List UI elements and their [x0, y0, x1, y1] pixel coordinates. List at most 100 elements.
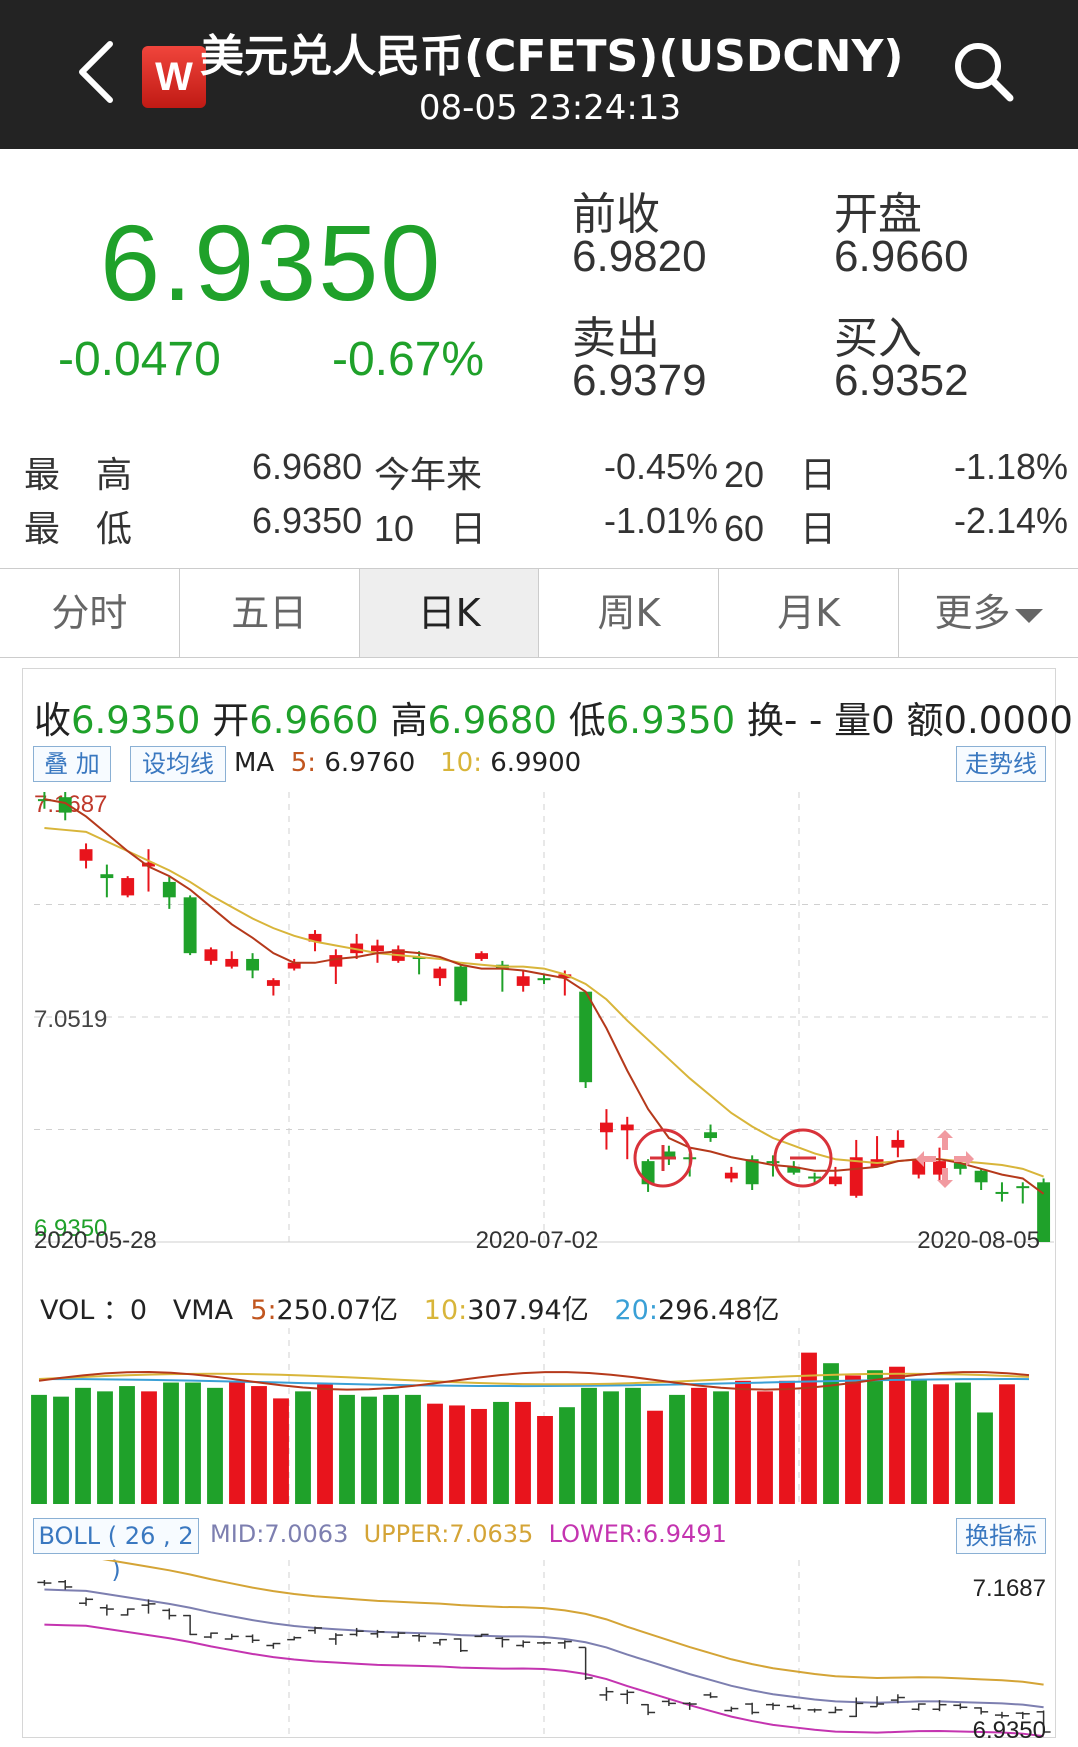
info-open-value: 6.9660 — [249, 699, 379, 742]
volume-bar — [339, 1394, 355, 1504]
volume-bar — [713, 1391, 729, 1504]
header-bar: W 美元兑人民币(CFETS)(USDCNY) 08-05 23:24:13 — [0, 0, 1078, 149]
tab-daily-k[interactable]: 日K — [359, 569, 540, 657]
back-arrow-icon[interactable] — [70, 36, 130, 106]
volume-bar — [273, 1398, 289, 1504]
candle-body — [433, 968, 447, 979]
current-price: 6.9350 — [100, 202, 443, 323]
vma-label: VMA — [172, 1295, 234, 1326]
tab-monthly-k[interactable]: 月K — [719, 569, 900, 657]
overlay-button[interactable]: 叠 加 — [33, 746, 111, 782]
volume-bar — [581, 1387, 597, 1504]
ma5-line — [44, 798, 1045, 1195]
candle-body — [620, 1124, 634, 1131]
candle-body — [724, 1172, 738, 1179]
y-min-label: 6.9350 — [34, 1215, 107, 1242]
move-arrows-icon[interactable] — [916, 1130, 974, 1188]
volume-bar — [691, 1387, 707, 1504]
vol-value: 0 — [129, 1295, 148, 1326]
x-axis-label: 2020-07-02 — [476, 1227, 599, 1250]
zoom-out-icon[interactable] — [773, 1128, 833, 1188]
candle-body — [329, 955, 343, 967]
boll-chart: 7.1687 6.9350 — [37, 1560, 1051, 1740]
x-axis-label: 2020-05-28 — [34, 1227, 157, 1250]
candle-body — [828, 1176, 842, 1185]
volume-bar — [669, 1394, 685, 1504]
volume-bar — [119, 1386, 135, 1504]
candle-body — [142, 862, 155, 867]
boll-lower-line — [44, 1623, 1044, 1738]
vma10-value: 307.94亿 — [467, 1295, 589, 1326]
candle-body — [79, 849, 93, 861]
candle-body — [891, 1139, 905, 1148]
volume-bar — [779, 1380, 795, 1504]
candlestick-chart[interactable]: 7.16877.05196.93502020-05-282020-07-0220… — [0, 780, 1078, 1250]
zoom-in-icon[interactable] — [633, 1128, 693, 1188]
search-icon[interactable] — [950, 38, 1016, 104]
ma10-line — [44, 827, 1044, 1178]
info-close-value: 6.9350 — [71, 699, 201, 742]
vma5-label: 5 — [250, 1295, 268, 1326]
volume-bar — [471, 1408, 487, 1504]
candle-body — [1016, 1186, 1030, 1189]
low-label: 最 低 — [24, 508, 133, 549]
volume-bar — [911, 1379, 927, 1504]
volume-bar — [449, 1405, 465, 1504]
candle-body — [808, 1176, 822, 1179]
volume-bar — [845, 1375, 861, 1504]
boll-lower-value: 6.9491 — [642, 1520, 727, 1548]
info-low-value: 6.9350 — [605, 699, 736, 742]
boll-indicator-label[interactable]: BOLL ( 26 , 2 ) — [33, 1518, 199, 1584]
quote-time: 08-05 23:24:13 — [418, 88, 682, 128]
high-label: 最 高 — [24, 454, 133, 495]
candle-body — [225, 958, 239, 967]
tab-weekly-k[interactable]: 周K — [539, 569, 720, 657]
boll-lower-label: LOWER: — [548, 1520, 643, 1548]
tab-more[interactable]: 更多 — [899, 569, 1078, 657]
candle-body — [704, 1132, 717, 1139]
candle-body — [454, 966, 468, 1002]
switch-indicator-button[interactable]: 换指标 — [956, 1518, 1046, 1554]
volume-bar — [735, 1380, 751, 1504]
high-value: 6.9680 — [252, 446, 363, 487]
volume-bar — [625, 1387, 641, 1504]
ask-label: 卖出 — [572, 313, 660, 364]
candle-body — [266, 980, 280, 986]
trend-line-button[interactable]: 走势线 — [956, 746, 1046, 782]
vma20-label: 20 — [614, 1295, 649, 1326]
info-amount-label: 额 — [906, 699, 944, 742]
info-turnover-label: 换 — [746, 699, 784, 742]
vol-label: VOL — [40, 1295, 95, 1326]
y-mid-label: 7.0519 — [34, 1006, 107, 1033]
prev-close-label: 前收 — [572, 189, 660, 240]
ytd-value: -0.45% — [604, 446, 719, 487]
candle-body — [308, 933, 322, 942]
open-value: 6.9660 — [834, 232, 969, 281]
volume-bar — [493, 1401, 509, 1504]
volume-bar — [141, 1391, 157, 1504]
ma-label: MA — [234, 748, 275, 778]
period-tabs: 分时 五日 日K 周K 月K 更多 — [0, 568, 1078, 658]
candle-body — [662, 1151, 676, 1158]
volume-bar — [933, 1384, 949, 1504]
boll-upper-line — [102, 1560, 1044, 1686]
volume-bar — [559, 1407, 575, 1504]
candle-body — [849, 1157, 863, 1196]
candle-body — [558, 974, 572, 979]
candle-body — [204, 949, 218, 961]
volume-bar — [405, 1394, 421, 1504]
tab-five-day[interactable]: 五日 — [180, 569, 360, 657]
info-volume-value: 0 — [871, 699, 895, 742]
volume-bar — [537, 1416, 553, 1504]
info-low-label: 低 — [568, 699, 606, 742]
vma5-line — [38, 1371, 1030, 1391]
app-logo: W — [142, 46, 206, 108]
candle-body — [475, 953, 489, 959]
candle-body — [287, 962, 301, 969]
volume-bar — [361, 1396, 377, 1504]
volume-bar — [867, 1370, 883, 1504]
candle-body — [100, 874, 114, 879]
set-ma-button[interactable]: 设均线 — [130, 746, 226, 782]
boll-mid-value: 7.0063 — [264, 1520, 349, 1548]
tab-intraday[interactable]: 分时 — [0, 569, 180, 657]
